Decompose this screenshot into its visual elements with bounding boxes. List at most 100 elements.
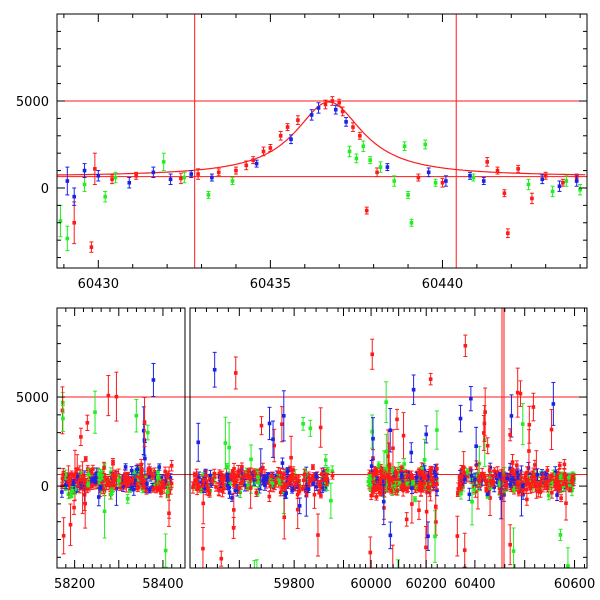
bottom-red-point — [154, 486, 159, 490]
top-red-point-30 — [516, 167, 520, 171]
bottom-green-point — [541, 478, 546, 483]
bottom-green-point — [116, 478, 121, 483]
top-red-point-26 — [485, 160, 489, 164]
bottom-blue-point — [76, 475, 80, 479]
bottom-red-point — [239, 481, 243, 486]
bottom-blue-point — [212, 367, 217, 372]
bottom-red-point — [533, 484, 538, 489]
top-green-point-0 — [58, 219, 63, 223]
bottom-red-point — [90, 484, 94, 489]
bottom-red-point — [278, 471, 283, 475]
bottom-red-point — [430, 478, 434, 482]
bottom-red-point — [482, 421, 487, 426]
top-red-point-21 — [358, 133, 362, 138]
bottom-red-point — [232, 508, 236, 512]
bottom-blue-point — [133, 478, 137, 483]
bottom-blue-point — [145, 482, 149, 486]
bottom-red-point — [395, 417, 399, 422]
bottom-blue-point — [467, 492, 472, 497]
bottom-red-point — [61, 533, 66, 538]
bottom-red-point — [192, 472, 197, 477]
top-red-point-16 — [323, 102, 328, 107]
bottom-red-point — [562, 462, 567, 467]
top-red-point-7 — [216, 170, 221, 175]
top-blue-point-15 — [385, 165, 390, 169]
bottom-red-point — [289, 482, 294, 487]
bottom-red-point — [231, 526, 236, 530]
bottom-red-point — [431, 483, 435, 487]
bottom-red-point — [234, 483, 239, 488]
top-green-point-20 — [471, 175, 476, 180]
top-green-point-4 — [113, 175, 118, 180]
bottom-green-point — [413, 497, 417, 501]
bottom-red-point — [374, 468, 378, 473]
top-red-point-27 — [495, 168, 500, 173]
bottom-green-point — [366, 479, 371, 484]
bottom-red-point — [236, 474, 240, 479]
bottom-red-point — [140, 467, 144, 472]
bottom-red-point — [533, 463, 537, 467]
bottom-blue-point — [208, 473, 213, 478]
top-xtick-label: 60440 — [422, 277, 463, 292]
bottom-red-point — [280, 476, 285, 480]
bottom-blue-point — [555, 493, 559, 497]
top-blue-point-11 — [309, 113, 314, 117]
bottom-red-point — [385, 487, 390, 492]
bottom-blue-point — [290, 488, 294, 493]
bottom-red-point — [517, 490, 521, 495]
top-green-point-11 — [361, 144, 366, 149]
bottom-blue-point — [371, 436, 375, 441]
bottom-red-point — [210, 478, 215, 483]
bottom-red-point — [229, 474, 234, 479]
top-green-point-5 — [161, 160, 166, 164]
bottom-red-point — [498, 490, 503, 495]
top-blue-point-7 — [189, 172, 194, 176]
bottom-red-point — [144, 487, 149, 492]
bottom-green-point — [329, 498, 333, 503]
bottom-red-point — [160, 483, 165, 487]
bottom-green-point — [566, 564, 570, 568]
bottom-green-point — [167, 483, 172, 488]
bottom-red-point — [492, 469, 497, 473]
bottom-red-point — [384, 264, 388, 268]
bottom-green-point — [66, 492, 71, 497]
bottom-green-point — [511, 549, 516, 553]
bottom-blue-point — [159, 475, 164, 480]
bottom-red-point — [304, 491, 309, 496]
bottom-red-point — [232, 483, 236, 487]
bottom-red-point — [372, 472, 377, 477]
bottom-blue-point — [508, 466, 512, 471]
top-blue-point-9 — [254, 161, 259, 166]
bottom-red-point — [240, 465, 244, 469]
bottom-red-point — [214, 485, 218, 489]
bottom-red-point — [294, 482, 298, 486]
bottom-red-point — [427, 486, 431, 490]
bottom-green-point — [86, 482, 90, 487]
bottom-blue-point — [388, 428, 393, 433]
bottom-red-point — [107, 483, 111, 488]
bottom-red-point — [316, 533, 320, 537]
bottom-blue-point — [409, 450, 414, 455]
bottom-red-point — [545, 486, 550, 491]
bottom-blue-point — [230, 496, 234, 500]
top-red-point-3 — [110, 177, 114, 182]
bottom-green-point — [108, 479, 113, 483]
bottom-red-point — [317, 489, 322, 494]
bottom-green-point — [558, 533, 563, 537]
bottom-red-point — [60, 476, 65, 481]
bottom-green-point — [246, 483, 250, 488]
bottom-blue-point — [131, 487, 136, 492]
bottom-red-point — [391, 570, 395, 574]
top-green-point-13 — [378, 165, 383, 169]
bottom-green-point — [134, 413, 139, 418]
bottom-green-point — [227, 445, 231, 450]
bottom-green-point — [61, 416, 65, 421]
bottom-red-point — [218, 476, 223, 481]
bottom-red-point — [102, 474, 106, 479]
top-green-point-1 — [65, 236, 70, 241]
bottom-green-point — [125, 496, 130, 501]
bottom-green-point — [293, 473, 298, 478]
top-red-point-12 — [268, 146, 273, 150]
top-red-point-5 — [179, 176, 183, 181]
bottom-blue-point — [551, 402, 556, 406]
